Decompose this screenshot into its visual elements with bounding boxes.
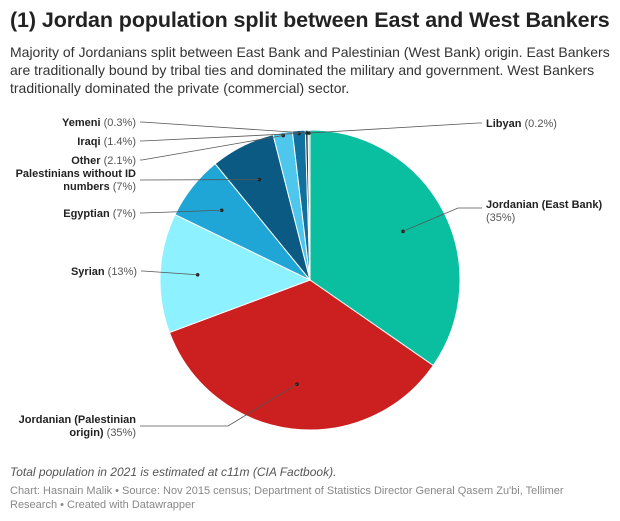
slice-label-syrian: Syrian (13%) bbox=[71, 266, 137, 278]
leader-line-egyptian bbox=[140, 209, 222, 214]
slice-label-jordanian-east-bank: Jordanian (East Bank) (35%) bbox=[486, 199, 602, 224]
pie-slice-libyan bbox=[307, 129, 311, 281]
slice-label-palestinians-without-id-numbers: Palestinians without ID numbers (7%) bbox=[16, 168, 136, 193]
pie-slice-syrian bbox=[159, 213, 312, 334]
slice-label-libyan: Libyan (0.2%) bbox=[486, 118, 557, 130]
leader-line-other bbox=[140, 135, 284, 161]
leader-line-syrian bbox=[141, 270, 198, 276]
pie-slices bbox=[159, 129, 461, 431]
slice-label-other: Other (2.1%) bbox=[71, 155, 136, 167]
chart-notes: Total population in 2021 is estimated at… bbox=[10, 465, 337, 479]
chart-subtitle: Majority of Jordanians split between Eas… bbox=[10, 44, 610, 96]
pie-slice-jordanian-east-bank bbox=[309, 129, 461, 367]
leader-line-jordanian-east-bank bbox=[402, 207, 482, 232]
leader-line-libyan bbox=[309, 122, 482, 134]
leader-line-yemeni bbox=[140, 121, 307, 134]
slice-label-jordanian-palestinian-origin: Jordanian (Palestinian origin) (35%) bbox=[19, 414, 137, 439]
slice-label-egyptian: Egyptian (7%) bbox=[63, 208, 136, 220]
leader-dot-jordanian-palestinian-origin bbox=[295, 382, 299, 386]
leader-line-jordanian-palestinian-origin bbox=[140, 383, 298, 427]
chart-credit: Chart: Hasnain Malik • Source: Nov 2015 … bbox=[10, 485, 564, 511]
slice-label-iraqi: Iraqi (1.4%) bbox=[77, 136, 136, 148]
slice-labels: Jordanian (East Bank) (35%) Jordanian (Pal… bbox=[16, 117, 603, 439]
slice-label-yemeni: Yemeni (0.3%) bbox=[62, 117, 136, 129]
leader-dot-palestinians-without-id-numbers bbox=[257, 177, 262, 182]
chart-title: (1) Jordan population split between East… bbox=[10, 8, 610, 32]
leader-lines bbox=[140, 121, 482, 427]
pie-slice-jordanian-palestinian-origin bbox=[168, 279, 434, 431]
leader-line-iraqi bbox=[140, 133, 300, 142]
leader-dot-syrian bbox=[195, 272, 200, 277]
